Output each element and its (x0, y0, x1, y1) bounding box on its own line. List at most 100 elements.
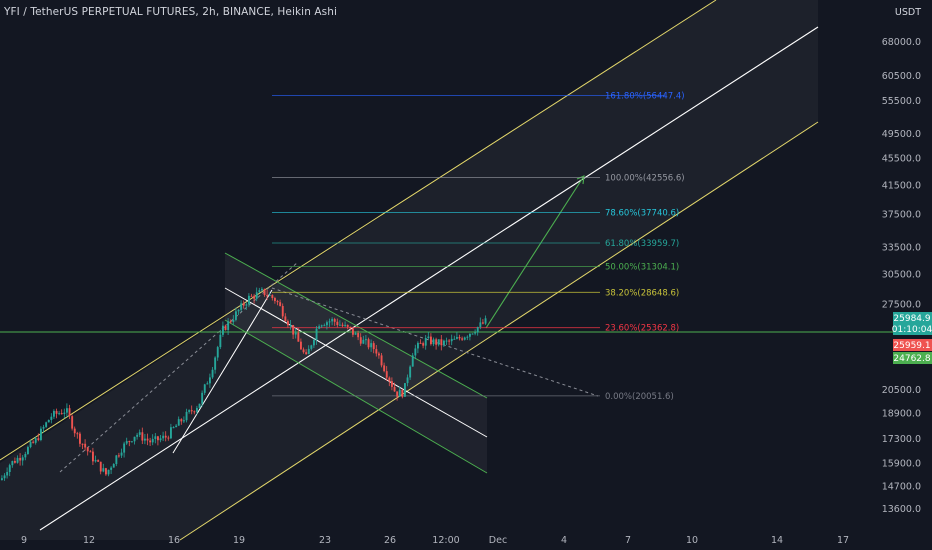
candles (1, 287, 487, 481)
price-axis[interactable]: 68000.0 60500.0 55500.0 49500.0 45500.0 41500… (882, 7, 921, 515)
candle-body (466, 336, 469, 338)
y-tick-label: 27500.0 (882, 300, 921, 311)
candle-body (172, 427, 175, 429)
y-tick-label: 55500.0 (882, 96, 921, 107)
candle-body (305, 352, 308, 355)
candle-body (183, 420, 185, 422)
candle-body (198, 403, 201, 408)
candle-body (328, 321, 331, 323)
candle-body (370, 343, 373, 348)
candle-body (336, 321, 339, 326)
candle-body (227, 321, 230, 330)
candle-body (170, 427, 172, 439)
candle-body (115, 455, 118, 465)
candle-body (445, 340, 448, 342)
fib-level-label: 100.00%(42556.6) (605, 173, 685, 183)
candle-body (388, 377, 391, 382)
candle-body (310, 345, 313, 349)
down-channel-lower (224, 319, 488, 474)
candle-body (162, 435, 165, 439)
x-tick-label: 4 (561, 535, 567, 546)
candle-body (235, 311, 237, 320)
candle-body (333, 319, 336, 322)
candle-body (206, 383, 209, 385)
pitchfork-channel (0, 0, 819, 541)
candle-body (94, 460, 97, 462)
candle-body (391, 381, 393, 387)
candle-body (352, 328, 354, 335)
candle-body (128, 441, 131, 443)
candle-body (365, 339, 367, 341)
x-tick-label: Dec (489, 535, 507, 546)
price-badge-bg (893, 352, 932, 364)
candle-body (453, 338, 456, 340)
candle-body (248, 295, 250, 305)
candle-body (11, 461, 14, 466)
candle-body (175, 425, 178, 428)
candle-body (331, 319, 334, 322)
candle-body (112, 464, 115, 468)
candle-body (383, 365, 386, 372)
candle-body (253, 295, 256, 299)
y-tick-label: 60500.0 (882, 71, 921, 82)
candle-body (89, 451, 92, 453)
candle-body (203, 384, 206, 393)
candle-body (209, 377, 211, 384)
candle-body (16, 457, 19, 463)
fib-level-label: 61.80%(33959.7) (605, 239, 679, 249)
candle-body (211, 369, 214, 378)
channel-lower-line (179, 121, 819, 541)
candle-body (463, 337, 466, 340)
candle-body (177, 419, 180, 426)
candle-body (359, 337, 362, 344)
y-tick-label: 15900.0 (882, 459, 921, 470)
price-badges: 25984.901:10:04 25959.1 24762.8 (892, 312, 932, 364)
candle-body (398, 389, 401, 397)
candle-body (307, 348, 310, 355)
y-tick-label: 17300.0 (882, 434, 921, 445)
y-tick-label: 18900.0 (882, 409, 921, 420)
candle-body (159, 438, 162, 441)
candle-body (32, 441, 35, 443)
channel-upper-line (0, 0, 717, 461)
fib-level-label: 78.60%(37740.6) (605, 208, 679, 218)
trend-lines (0, 175, 893, 474)
candle-body (440, 339, 443, 346)
price-badge-text: 01:10:04 (892, 325, 932, 335)
candle-body (6, 472, 9, 476)
candle-body (320, 325, 323, 327)
candle-body (66, 408, 68, 413)
candle-body (266, 295, 269, 297)
time-axis[interactable]: 9 12 16 19 23 26 12:00 Dec 4 7 10 14 17 (21, 535, 849, 546)
y-tick-label: 20500.0 (882, 385, 921, 396)
candle-body (27, 447, 29, 455)
x-tick-label: 17 (837, 535, 849, 546)
candle-body (50, 416, 53, 420)
y-tick-label: 13600.0 (882, 504, 921, 515)
fib-level-label: 50.00%(31304.1) (605, 263, 679, 273)
candle-body (73, 428, 76, 434)
candle-body (229, 321, 232, 323)
candle-body (279, 302, 282, 306)
candle-body (76, 433, 79, 435)
candle-body (482, 322, 484, 324)
candle-body (164, 435, 167, 438)
candle-body (19, 457, 22, 461)
candle-body (237, 309, 240, 312)
candle-body (300, 341, 302, 350)
candle-body (110, 467, 113, 470)
candle-body (146, 438, 149, 441)
candle-body (92, 451, 94, 462)
fib-level-label: 0.00%(20051.6) (605, 392, 674, 402)
candle-body (133, 436, 136, 442)
candle-body (40, 428, 42, 441)
candle-body (196, 407, 198, 412)
candle-body (68, 408, 71, 417)
candle-body (375, 349, 378, 354)
candle-body (385, 371, 388, 378)
candle-body (214, 357, 217, 370)
candle-body (315, 328, 318, 340)
candle-body (435, 339, 438, 345)
candle-body (138, 432, 141, 435)
